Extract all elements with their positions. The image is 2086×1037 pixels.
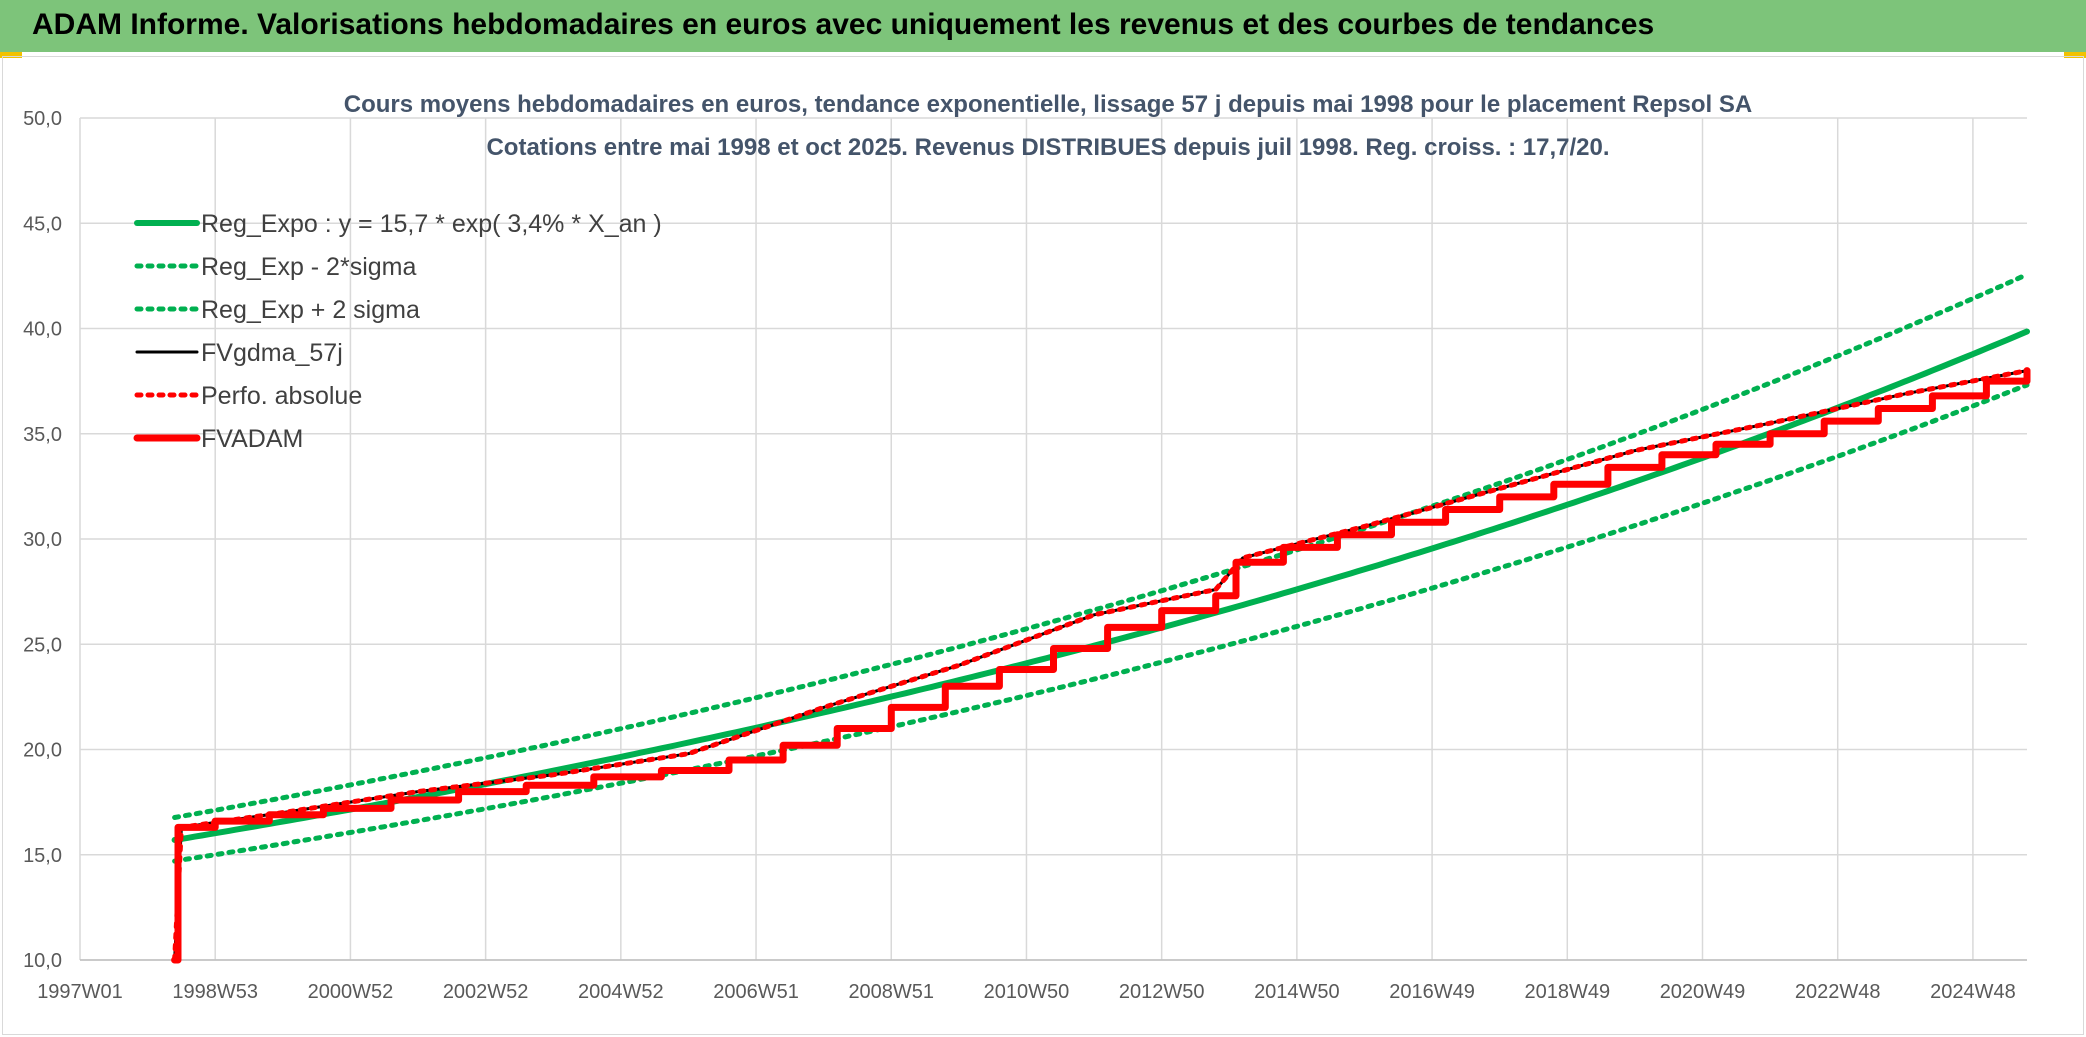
chart-title: Cours moyens hebdomadaires en euros, ten… [344, 91, 1752, 118]
x-tick-label: 2008W51 [848, 981, 934, 1003]
y-tick-label: 45,0 [23, 213, 62, 235]
series-line-reg-exp-2-sigma [172, 272, 2030, 820]
banner-corner-right [2064, 52, 2086, 58]
y-tick-label: 50,0 [23, 108, 62, 130]
grid-lines [79, 117, 2027, 961]
y-tick-label: 10,0 [23, 950, 62, 972]
x-tick-label: 2020W49 [1660, 981, 1746, 1003]
x-tick-label: 2014W50 [1254, 981, 1340, 1003]
x-tick-label: 2016W49 [1389, 981, 1475, 1003]
series-line-reg-exp-2-sigma [172, 382, 2030, 864]
y-tick-label: 30,0 [23, 529, 62, 551]
y-tick-label: 20,0 [23, 740, 62, 762]
banner-corner-left [0, 52, 22, 58]
chart-frame [2, 56, 2084, 1035]
y-tick-label: 35,0 [23, 424, 62, 446]
legend-label: Reg_Exp - 2*sigma [201, 253, 416, 281]
series-line-fvadam [171, 367, 2031, 964]
y-tick-label: 15,0 [23, 845, 62, 867]
x-tick-label: 2022W48 [1795, 981, 1881, 1003]
legend-label: Reg_Exp + 2 sigma [201, 296, 420, 324]
x-tick-label: 2024W48 [1930, 981, 2016, 1003]
x-tick-label: 2018W49 [1524, 981, 1610, 1003]
chart-subtitle: Cotations entre mai 1998 et oct 2025. Re… [486, 134, 1609, 161]
series-lines [171, 272, 2031, 964]
x-tick-label: 2010W50 [984, 981, 1070, 1003]
x-tick-label: 1998W53 [172, 981, 258, 1003]
y-tick-label: 25,0 [23, 634, 62, 656]
x-tick-label: 2006W51 [713, 981, 799, 1003]
legend-label: FVgdma_57j [201, 339, 343, 367]
legend: Reg_Expo : y = 15,7 * exp( 3,4% * X_an )… [133, 210, 662, 453]
x-tick-label: 1997W01 [37, 981, 123, 1003]
series-line-perfo-absolue [172, 368, 2030, 963]
series-line-reg-expo-y-15-7-exp-3-4-x-an [171, 328, 2030, 843]
y-tick-label: 40,0 [23, 319, 62, 341]
series-line-fvgdma-57j [173, 369, 2029, 962]
x-tick-label: 2000W52 [308, 981, 394, 1003]
legend-label: Perfo. absolue [201, 382, 362, 410]
y-axis-ticks: 10,0 15,0 20,0 25,0 30,0 35,0 40,0 45,0 50,0 [23, 108, 62, 972]
x-tick-label: 2004W52 [578, 981, 664, 1003]
x-tick-label: 2002W52 [443, 981, 529, 1003]
legend-label: FVADAM [201, 425, 303, 453]
x-axis-ticks: 1997W01 1998W53 2000W52 2002W52 2004W52 2006W… [37, 981, 2016, 1003]
report-title: ADAM Informe. Valorisations hebdomadaire… [32, 8, 1655, 41]
legend-label: Reg_Expo : y = 15,7 * exp( 3,4% * X_an ) [201, 210, 662, 238]
report-banner: ADAM Informe. Valorisations hebdomadaire… [0, 0, 2086, 52]
x-tick-label: 2012W50 [1119, 981, 1205, 1003]
